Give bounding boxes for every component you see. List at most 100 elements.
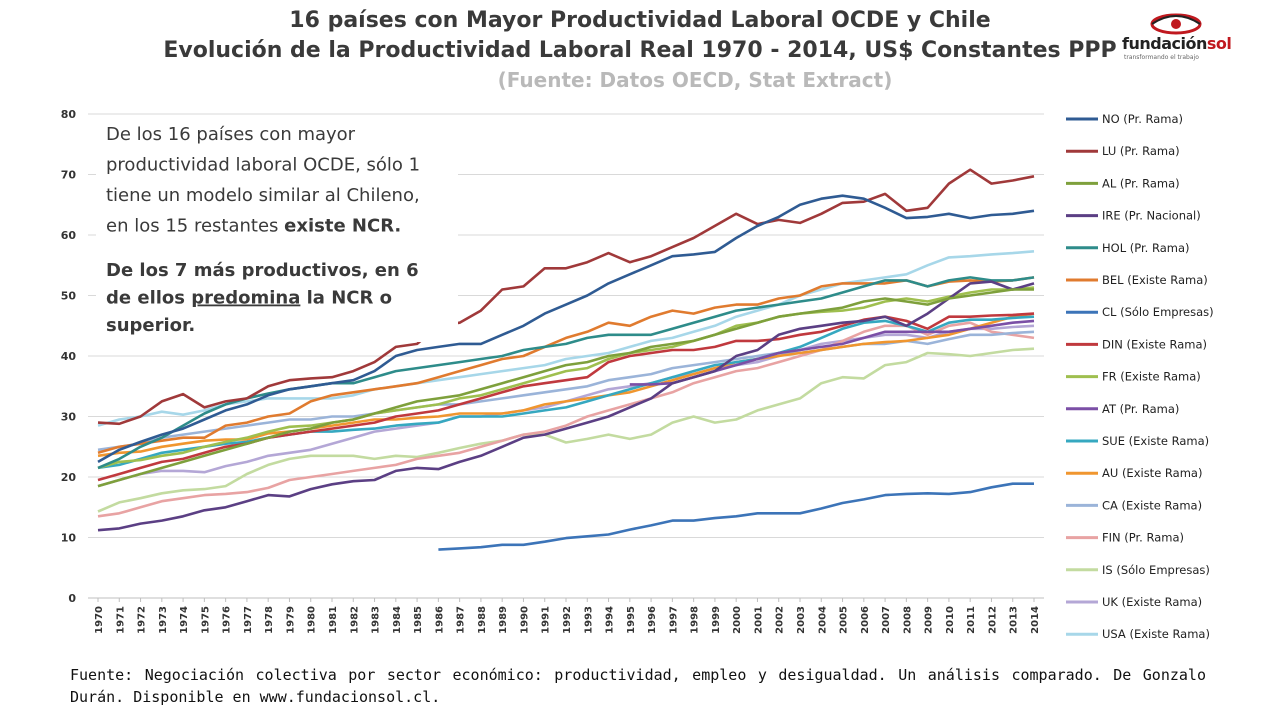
- x-tick-label: 1997: [668, 606, 679, 634]
- x-tick-label: 1990: [519, 606, 530, 634]
- x-tick-label: 1992: [562, 606, 573, 634]
- annotation-box: De los 16 países con mayor productividad …: [96, 118, 458, 342]
- x-tick-label: 2012: [987, 606, 998, 634]
- series-lines: [97, 168, 1035, 551]
- x-tick-label: 1998: [690, 606, 701, 634]
- series-line-is: [97, 347, 1035, 513]
- x-tick-label: 1986: [434, 606, 445, 634]
- x-tick-label: 1989: [498, 606, 509, 634]
- x-tick-label: 1977: [243, 606, 254, 634]
- x-tick-label: 1974: [179, 606, 190, 634]
- annotation-bold-line: superior.: [106, 315, 195, 336]
- x-tick-label: 1971: [115, 606, 126, 634]
- legend-label: IRE (Pr. Nacional): [1102, 209, 1201, 223]
- legend-label: IS (Sólo Empresas): [1102, 563, 1210, 577]
- y-tick-label: 20: [61, 471, 77, 484]
- legend-label: UK (Existe Rama): [1102, 595, 1202, 609]
- x-tick-label: 1983: [371, 606, 382, 634]
- legend-label: DIN (Existe Rama): [1102, 337, 1207, 351]
- x-tick-label: 2004: [817, 606, 828, 634]
- legend: NO (Pr. Rama) LU (Pr. Rama) AL (Pr. Rama) I…: [1066, 112, 1214, 641]
- chart-subtitle: Evolución de la Productividad Laboral Re…: [163, 38, 1117, 63]
- footer-source-text: Fuente: Negociación colectiva por sector…: [70, 666, 1206, 706]
- x-tick-label: 1999: [711, 606, 722, 634]
- annotation-bold-line: de ellos predomina la NCR o: [106, 288, 392, 309]
- series-line-fin: [97, 321, 1035, 518]
- y-tick-label: 80: [61, 108, 77, 121]
- fundacion-sol-logo: fundaciónsol transformando el trabajo: [1122, 12, 1232, 64]
- y-tick-label: 70: [61, 169, 77, 182]
- legend-label: CA (Existe Rama): [1102, 498, 1202, 512]
- x-tick-label: 1980: [307, 606, 318, 634]
- eye-logo-icon: [1150, 13, 1202, 35]
- x-tick-label: 1995: [626, 606, 637, 634]
- x-tick-label: 1975: [200, 606, 211, 634]
- y-tick-label: 40: [61, 350, 77, 363]
- x-tick-label: 2014: [1030, 606, 1041, 634]
- legend-label: HOL (Pr. Rama): [1102, 241, 1190, 255]
- y-tick-label: 60: [61, 229, 77, 242]
- y-tick-label: 0: [68, 592, 76, 605]
- x-tick-label: 1978: [264, 606, 275, 634]
- annotation-text-line: tiene un modelo similar al Chileno,: [106, 185, 420, 206]
- x-tick-label: 1993: [583, 606, 594, 634]
- legend-label: BEL (Existe Rama): [1102, 273, 1208, 287]
- series-line-fr: [97, 286, 1035, 470]
- x-axis: 1970 1971 1972 1973 1974 1975 1976 1977 1978 1979…: [88, 597, 1044, 634]
- chart-title: 16 países con Mayor Productividad Labora…: [289, 8, 991, 33]
- x-tick-label: 2001: [753, 606, 764, 634]
- x-tick-label: 2000: [732, 606, 743, 634]
- x-tick-label: 2009: [924, 606, 935, 634]
- x-tick-label: 1991: [541, 606, 552, 634]
- x-tick-label: 2006: [860, 606, 871, 634]
- legend-label: FIN (Pr. Rama): [1102, 531, 1184, 545]
- x-tick-label: 2005: [839, 606, 850, 634]
- series-line-cl: [438, 482, 1034, 551]
- legend-label: LU (Pr. Rama): [1102, 144, 1180, 158]
- series-line-lu: [97, 168, 1035, 426]
- legend-label: USA (Existe Rama): [1102, 627, 1210, 641]
- series-line-ire: [97, 280, 1035, 532]
- series-line-al: [97, 288, 1034, 488]
- annotation-text-line: De los 16 países con mayor: [106, 124, 356, 145]
- x-tick-label: 2010: [945, 606, 956, 634]
- series-line-no: [97, 194, 1035, 464]
- legend-label: CL (Sólo Empresas): [1102, 305, 1214, 319]
- y-axis: 0 10 20 30 40 50 60 70 80: [61, 108, 77, 605]
- x-tick-label: 2008: [902, 606, 913, 634]
- logo-tagline: transformando el trabajo: [1124, 54, 1199, 61]
- legend-label: FR (Existe Rama): [1102, 370, 1201, 384]
- title-block: 16 países con Mayor Productividad Labora…: [150, 6, 1130, 94]
- annotation-text-line: productividad laboral OCDE, sólo 1: [106, 155, 420, 176]
- x-tick-label: 1976: [222, 606, 233, 634]
- x-tick-label: 2007: [881, 606, 892, 634]
- x-tick-label: 1973: [158, 606, 169, 634]
- x-tick-label: 1970: [94, 606, 105, 634]
- x-tick-label: 1982: [349, 606, 360, 634]
- series-line-ca: [97, 330, 1035, 452]
- x-tick-label: 1981: [328, 606, 339, 634]
- x-tick-label: 1988: [477, 606, 488, 634]
- x-tick-label: 1996: [647, 606, 658, 634]
- series-line-hol: [97, 276, 1035, 470]
- x-tick-label: 1984: [392, 606, 403, 634]
- legend-label: AT (Pr. Rama): [1102, 402, 1179, 416]
- x-tick-label: 2002: [775, 606, 786, 634]
- y-tick-label: 50: [61, 290, 77, 303]
- legend-label: AU (Existe Rama): [1102, 466, 1202, 480]
- x-tick-label: 1994: [605, 606, 616, 634]
- y-tick-label: 10: [61, 532, 77, 545]
- x-tick-label: 1985: [413, 606, 424, 634]
- legend-label: AL (Pr. Rama): [1102, 176, 1180, 190]
- legend-label: NO (Pr. Rama): [1102, 112, 1183, 126]
- annotation-text-line: en los 15 restantes existe NCR.: [106, 216, 401, 237]
- y-tick-label: 30: [61, 411, 77, 424]
- x-tick-label: 2011: [966, 606, 977, 634]
- x-tick-label: 2003: [796, 606, 807, 634]
- x-tick-label: 1972: [137, 606, 148, 634]
- chart-source: (Fuente: Datos OECD, Stat Extract): [497, 68, 893, 92]
- x-tick-label: 1979: [285, 606, 296, 634]
- logo-wordmark: fundaciónsol: [1122, 34, 1232, 53]
- series-line-au: [97, 312, 1035, 458]
